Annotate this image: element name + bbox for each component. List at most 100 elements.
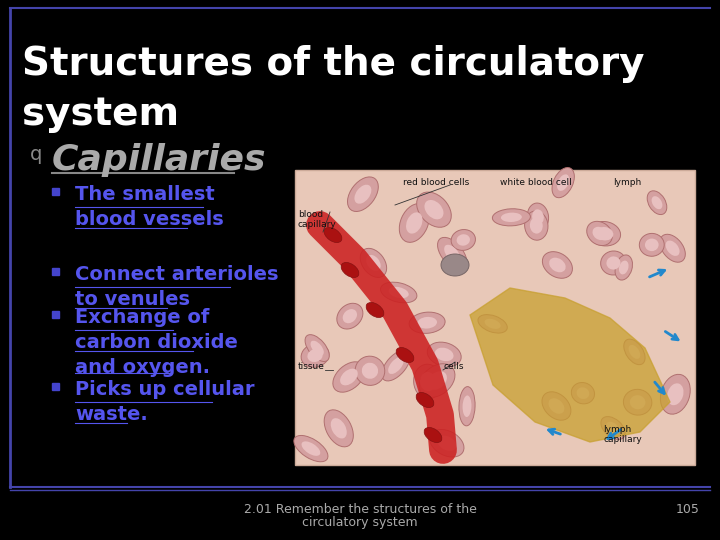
Ellipse shape [417, 317, 437, 328]
Ellipse shape [451, 230, 475, 251]
Ellipse shape [330, 418, 347, 438]
Ellipse shape [527, 203, 549, 231]
Ellipse shape [577, 387, 589, 399]
Ellipse shape [425, 200, 444, 219]
Ellipse shape [444, 245, 460, 262]
Ellipse shape [652, 196, 662, 209]
Text: circulatory system: circulatory system [302, 516, 418, 529]
Ellipse shape [389, 287, 409, 298]
Ellipse shape [400, 204, 429, 242]
Text: Picks up cellular
waste.: Picks up cellular waste. [75, 380, 254, 424]
Ellipse shape [417, 192, 451, 227]
Ellipse shape [430, 429, 464, 457]
Ellipse shape [542, 252, 572, 278]
Ellipse shape [420, 372, 436, 391]
Ellipse shape [532, 210, 544, 225]
Ellipse shape [552, 167, 575, 198]
Ellipse shape [337, 303, 363, 329]
Ellipse shape [441, 254, 469, 276]
Polygon shape [470, 288, 670, 442]
Ellipse shape [362, 363, 378, 379]
Text: cells: cells [443, 362, 464, 371]
Ellipse shape [424, 428, 442, 443]
Ellipse shape [478, 315, 508, 333]
Bar [52, 268, 59, 275]
Ellipse shape [645, 239, 659, 251]
Text: q: q [30, 145, 42, 164]
Ellipse shape [615, 255, 632, 280]
Ellipse shape [593, 227, 606, 240]
Ellipse shape [360, 248, 387, 278]
Ellipse shape [340, 369, 358, 386]
Text: Connect arterioles
to venules: Connect arterioles to venules [75, 265, 279, 309]
Ellipse shape [348, 177, 378, 212]
Ellipse shape [456, 234, 470, 246]
Ellipse shape [549, 398, 564, 414]
Text: lymph: lymph [613, 178, 642, 187]
Ellipse shape [406, 212, 423, 234]
Ellipse shape [624, 389, 652, 415]
Text: system: system [22, 95, 179, 133]
Ellipse shape [427, 342, 462, 367]
Ellipse shape [619, 261, 629, 274]
Ellipse shape [310, 341, 324, 355]
Ellipse shape [438, 238, 467, 270]
Ellipse shape [624, 339, 645, 364]
Ellipse shape [396, 347, 414, 362]
Ellipse shape [601, 416, 625, 440]
Ellipse shape [501, 213, 522, 222]
Ellipse shape [606, 422, 620, 434]
Ellipse shape [525, 211, 548, 240]
Ellipse shape [459, 387, 475, 426]
Ellipse shape [333, 362, 365, 392]
Bar [52, 188, 59, 195]
Ellipse shape [355, 356, 384, 386]
Text: red blood cells: red blood cells [403, 178, 469, 187]
Ellipse shape [388, 357, 404, 374]
Ellipse shape [572, 382, 595, 404]
Ellipse shape [435, 348, 454, 361]
Ellipse shape [416, 393, 434, 408]
Ellipse shape [413, 364, 442, 399]
Text: blood
capillary: blood capillary [298, 210, 337, 230]
Ellipse shape [629, 345, 640, 359]
Ellipse shape [324, 410, 354, 447]
Ellipse shape [302, 441, 320, 456]
Text: 105: 105 [676, 503, 700, 516]
Text: white blood cell: white blood cell [500, 178, 572, 187]
Ellipse shape [542, 392, 571, 420]
Text: 2.01 Remember the structures of the: 2.01 Remember the structures of the [243, 503, 477, 516]
Ellipse shape [381, 282, 417, 303]
Ellipse shape [530, 218, 543, 234]
Ellipse shape [587, 221, 612, 246]
Ellipse shape [366, 302, 384, 318]
Ellipse shape [639, 233, 665, 256]
Ellipse shape [595, 227, 613, 240]
Text: The smallest
blood vessels: The smallest blood vessels [75, 185, 224, 229]
Ellipse shape [606, 256, 621, 269]
Ellipse shape [382, 350, 410, 381]
Ellipse shape [301, 344, 329, 367]
Text: Capillaries: Capillaries [52, 143, 266, 177]
Ellipse shape [492, 209, 531, 226]
Ellipse shape [588, 221, 621, 246]
Ellipse shape [343, 309, 357, 323]
Ellipse shape [549, 258, 566, 272]
Ellipse shape [294, 435, 328, 462]
Ellipse shape [660, 374, 690, 414]
Bar [52, 383, 59, 390]
Ellipse shape [660, 234, 685, 262]
Ellipse shape [307, 349, 323, 362]
Ellipse shape [485, 319, 500, 329]
Ellipse shape [667, 383, 683, 405]
Ellipse shape [409, 312, 445, 333]
Ellipse shape [419, 364, 455, 397]
Text: tissue: tissue [298, 362, 325, 371]
Bar [52, 311, 59, 318]
Ellipse shape [324, 227, 342, 242]
Text: lymph
capillary: lymph capillary [603, 425, 642, 444]
Ellipse shape [557, 174, 570, 191]
Text: Structures of the circulatory: Structures of the circulatory [22, 45, 644, 83]
Ellipse shape [427, 372, 447, 390]
Ellipse shape [647, 191, 667, 214]
